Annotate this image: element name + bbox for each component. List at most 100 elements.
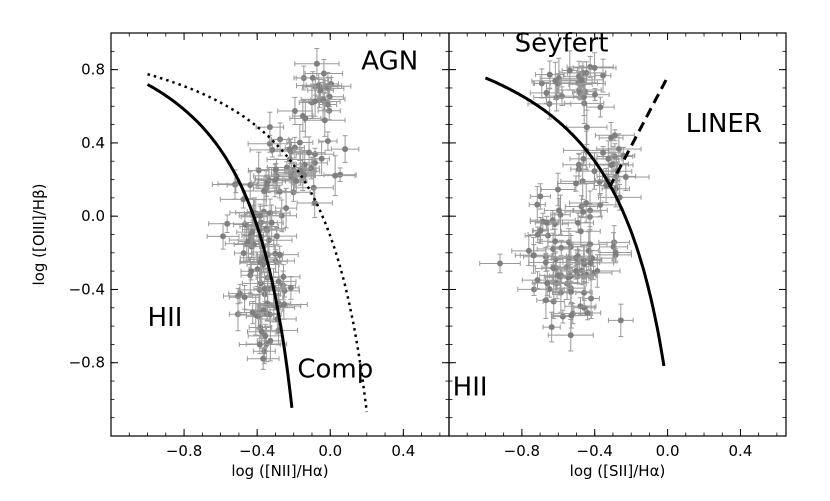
data-point — [596, 133, 642, 165]
data-point — [259, 204, 284, 241]
data-point — [228, 284, 261, 310]
data-point — [248, 251, 267, 287]
region-label-hii: HII — [148, 303, 183, 333]
data-point — [242, 175, 286, 207]
data-point — [575, 278, 593, 307]
sii-xtick-label: 0.4 — [729, 442, 753, 460]
region-label-comp: Comp — [297, 354, 373, 384]
data-point — [223, 287, 254, 305]
data-point — [285, 168, 308, 194]
data-point — [529, 212, 556, 231]
data-point — [259, 289, 308, 320]
sii-x-axis-label: log ([SII]/Hα) — [570, 462, 666, 480]
data-point — [574, 305, 602, 321]
data-point — [293, 71, 333, 85]
data-point — [277, 96, 313, 126]
data-point — [532, 68, 551, 99]
data-point — [238, 334, 281, 355]
data-point — [532, 216, 549, 244]
data-point — [556, 175, 595, 192]
data-point — [527, 226, 548, 243]
region-label-seyfert: Seyfert — [515, 28, 609, 58]
nii-x-axis-label: log ([NII]/Hα) — [231, 462, 328, 480]
data-point — [539, 265, 578, 286]
data-point — [256, 271, 273, 307]
data-point — [206, 222, 240, 250]
data-point — [572, 52, 617, 84]
data-point — [239, 242, 282, 283]
data-point — [536, 281, 556, 319]
data-point — [228, 283, 252, 304]
nii-xtick-label: −0.4 — [239, 442, 275, 460]
data-point — [607, 303, 634, 338]
data-point — [292, 136, 326, 169]
nii-data-points — [206, 47, 360, 370]
data-point — [534, 60, 565, 89]
data-point — [255, 162, 296, 177]
sii-axes-frame — [448, 32, 787, 437]
data-point — [594, 129, 635, 142]
data-point — [260, 262, 297, 301]
data-point — [330, 135, 360, 163]
nii-xtick-label: 0.4 — [391, 442, 415, 460]
data-point — [594, 58, 612, 93]
data-point — [565, 244, 602, 276]
data-point — [304, 58, 344, 89]
data-point — [514, 244, 553, 267]
data-point — [289, 99, 322, 138]
nii-ytick-label: 0.8 — [81, 61, 105, 79]
data-point — [274, 187, 298, 229]
region-label-hii: HII — [453, 373, 488, 403]
nii-y-axis-label: log ([OIII]/Hβ) — [30, 183, 48, 285]
nii-ytick-label: −0.8 — [69, 354, 105, 372]
data-point — [313, 141, 330, 176]
data-point — [304, 103, 346, 137]
data-point — [586, 96, 615, 118]
sii-data-points — [479, 50, 650, 352]
data-point — [550, 302, 592, 329]
nii-ytick-label: −0.4 — [69, 280, 105, 298]
data-point — [282, 276, 300, 300]
data-point — [564, 205, 602, 219]
nii-panel: −0.8 −0.4 0.0 0.4 −0.8 −0.4 0.0 0.4 0.8 log ([NII… — [30, 32, 450, 480]
data-point — [323, 167, 357, 182]
data-point — [307, 82, 334, 99]
data-point — [566, 109, 608, 145]
nii-curve-dotted — [147, 72, 369, 413]
data-point — [208, 214, 247, 234]
data-point — [566, 56, 614, 78]
data-point — [256, 227, 298, 246]
data-point — [286, 124, 314, 161]
data-point — [292, 100, 314, 132]
sii-curve-solid — [484, 76, 666, 367]
data-point — [251, 176, 283, 190]
data-point — [247, 323, 283, 348]
data-point — [534, 215, 559, 230]
data-point — [580, 88, 610, 102]
data-point — [479, 253, 521, 274]
data-point — [246, 347, 280, 370]
data-point — [314, 155, 356, 197]
nii-ytick-label: 0.0 — [81, 207, 105, 225]
data-point — [569, 72, 593, 88]
data-point — [318, 131, 338, 151]
data-point — [566, 245, 615, 281]
data-point — [562, 152, 596, 177]
sii-panel: −0.8 −0.4 0.0 0.4 log ([SII]/Hα) Seyfert LINER… — [448, 28, 787, 480]
data-point — [599, 241, 632, 264]
data-point — [276, 138, 303, 160]
sii-xtick-label: 0.0 — [656, 442, 680, 460]
region-label-agn: AGN — [361, 47, 418, 77]
data-point — [318, 96, 338, 113]
data-point — [561, 50, 578, 91]
data-point — [551, 280, 591, 303]
data-point — [238, 203, 282, 228]
data-point — [529, 183, 551, 210]
data-point — [531, 61, 580, 100]
nii-xtick-label: −0.8 — [166, 442, 202, 460]
data-point — [569, 183, 604, 223]
data-point — [240, 256, 261, 294]
nii-xtick-label: 0.0 — [318, 442, 342, 460]
data-point — [302, 85, 328, 117]
